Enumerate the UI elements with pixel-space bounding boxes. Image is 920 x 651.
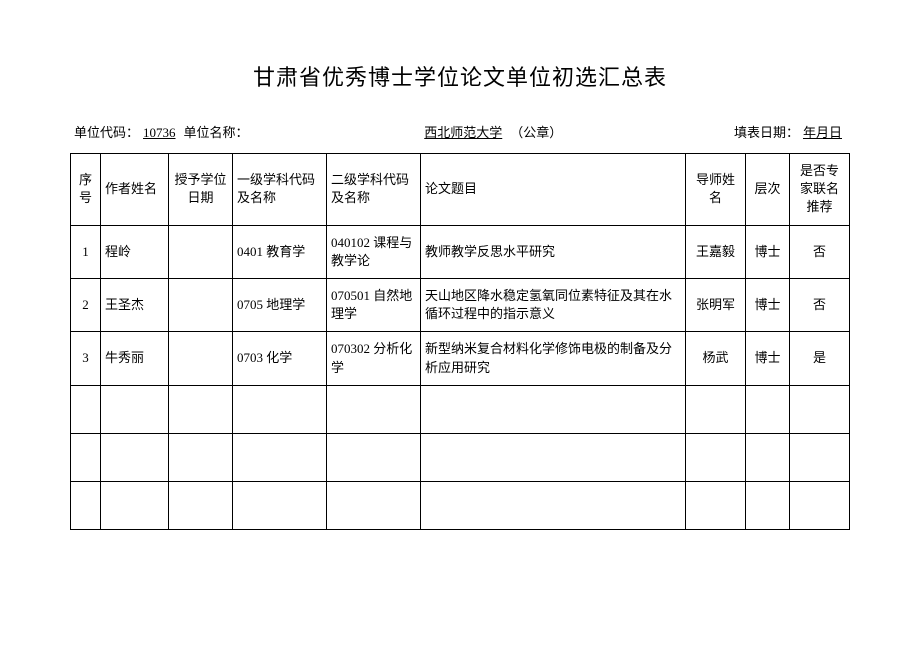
cell-level [746, 481, 790, 529]
cell-thesis: 天山地区降水稳定氢氧同位素特征及其在水循环过程中的指示意义 [421, 278, 686, 331]
cell-award-date [169, 481, 233, 529]
meta-code: 单位代码： 10736 单位名称： [74, 122, 249, 141]
meta-name-label: 单位名称： [184, 122, 249, 141]
cell-level: 博士 [746, 225, 790, 278]
col-award-date: 授予学位日期 [169, 154, 233, 226]
cell-thesis [421, 433, 686, 481]
cell-recommend: 否 [790, 225, 850, 278]
cell-thesis: 新型纳米复合材料化学修饰电极的制备及分析应用研究 [421, 332, 686, 385]
cell-seq [71, 433, 101, 481]
table-row [71, 433, 850, 481]
cell-seq [71, 385, 101, 433]
cell-award-date [169, 278, 233, 331]
cell-seq: 2 [71, 278, 101, 331]
cell-advisor: 王嘉毅 [686, 225, 746, 278]
cell-thesis [421, 385, 686, 433]
col-author: 作者姓名 [101, 154, 169, 226]
cell-thesis [421, 481, 686, 529]
cell-author: 程岭 [101, 225, 169, 278]
table-body: 1程岭0401 教育学040102 课程与教学论教师教学反思水平研究王嘉毅博士否… [71, 225, 850, 529]
cell-discipline1: 0705 地理学 [233, 278, 327, 331]
meta-code-value: 10736 [139, 125, 180, 141]
cell-recommend [790, 433, 850, 481]
cell-discipline2 [327, 481, 421, 529]
cell-recommend: 否 [790, 278, 850, 331]
cell-discipline1: 0401 教育学 [233, 225, 327, 278]
cell-discipline1 [233, 433, 327, 481]
cell-author [101, 385, 169, 433]
table-row [71, 481, 850, 529]
cell-discipline2: 040102 课程与教学论 [327, 225, 421, 278]
col-thesis: 论文题目 [421, 154, 686, 226]
cell-discipline2 [327, 433, 421, 481]
cell-advisor: 张明军 [686, 278, 746, 331]
cell-author [101, 433, 169, 481]
table-row: 3牛秀丽 0703 化学070302 分析化学新型纳米复合材料化学修饰电极的制备及… [71, 332, 850, 385]
cell-seq: 3 [71, 332, 101, 385]
cell-level: 博士 [746, 278, 790, 331]
cell-award-date [169, 332, 233, 385]
cell-award-date [169, 385, 233, 433]
cell-thesis: 教师教学反思水平研究 [421, 225, 686, 278]
cell-discipline2: 070501 自然地理学 [327, 278, 421, 331]
meta-date: 填表日期： 年月日 [734, 122, 846, 141]
col-recommend: 是否专家联名推荐 [790, 154, 850, 226]
cell-advisor [686, 481, 746, 529]
meta-name-value: 西北师范大学 [420, 122, 506, 141]
meta-date-label: 填表日期： [734, 122, 799, 141]
cell-advisor: 杨武 [686, 332, 746, 385]
cell-advisor [686, 433, 746, 481]
cell-author: 王圣杰 [101, 278, 169, 331]
table-row: 2王圣杰 0705 地理学070501 自然地理学天山地区降水稳定氢氧同位素特征及… [71, 278, 850, 331]
cell-discipline1: 0703 化学 [233, 332, 327, 385]
meta-date-value: 年月日 [799, 122, 846, 141]
cell-seq: 1 [71, 225, 101, 278]
table-row: 1程岭 0401 教育学040102 课程与教学论教师教学反思水平研究王嘉毅博士否 [71, 225, 850, 278]
cell-seq [71, 481, 101, 529]
cell-discipline1 [233, 481, 327, 529]
table-row [71, 385, 850, 433]
meta-row: 单位代码： 10736 单位名称： 西北师范大学 （公章） 填表日期： 年月日 [70, 122, 850, 141]
cell-recommend: 是 [790, 332, 850, 385]
col-discipline1: 一级学科代码及名称 [233, 154, 327, 226]
cell-level [746, 385, 790, 433]
cell-advisor [686, 385, 746, 433]
cell-author: 牛秀丽 [101, 332, 169, 385]
meta-code-label: 单位代码： [74, 122, 139, 141]
cell-award-date [169, 433, 233, 481]
col-discipline2: 二级学科代码及名称 [327, 154, 421, 226]
table-header-row: 序号 作者姓名 授予学位日期 一级学科代码及名称 二级学科代码及名称 论文题目 … [71, 154, 850, 226]
col-advisor: 导师姓名 [686, 154, 746, 226]
col-level: 层次 [746, 154, 790, 226]
col-seq: 序号 [71, 154, 101, 226]
summary-table: 序号 作者姓名 授予学位日期 一级学科代码及名称 二级学科代码及名称 论文题目 … [70, 153, 850, 530]
cell-discipline2: 070302 分析化学 [327, 332, 421, 385]
cell-level [746, 433, 790, 481]
page-title: 甘肃省优秀博士学位论文单位初选汇总表 [70, 60, 850, 92]
cell-author [101, 481, 169, 529]
cell-recommend [790, 385, 850, 433]
meta-name: 西北师范大学 （公章） [420, 122, 562, 141]
cell-award-date [169, 225, 233, 278]
cell-recommend [790, 481, 850, 529]
cell-discipline1 [233, 385, 327, 433]
cell-discipline2 [327, 385, 421, 433]
meta-seal: （公章） [510, 122, 562, 141]
cell-level: 博士 [746, 332, 790, 385]
